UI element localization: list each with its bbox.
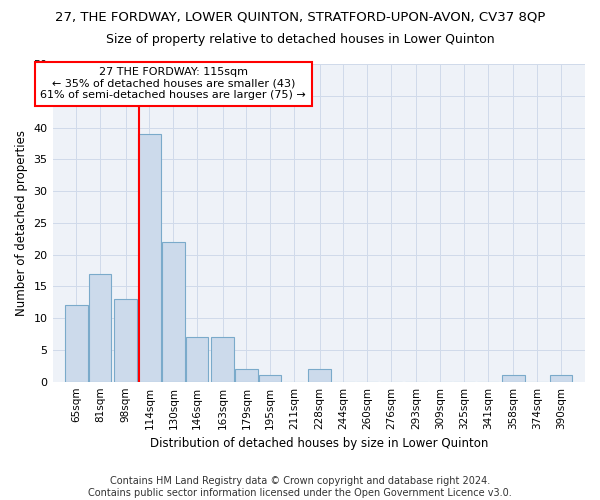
Text: Size of property relative to detached houses in Lower Quinton: Size of property relative to detached ho…: [106, 32, 494, 46]
Text: 27 THE FORDWAY: 115sqm
← 35% of detached houses are smaller (43)
61% of semi-det: 27 THE FORDWAY: 115sqm ← 35% of detached…: [40, 67, 306, 100]
Bar: [308, 369, 331, 382]
Bar: [211, 337, 234, 382]
Bar: [89, 274, 112, 382]
Bar: [162, 242, 185, 382]
Bar: [115, 299, 137, 382]
Bar: [186, 337, 208, 382]
Bar: [235, 369, 257, 382]
Text: 27, THE FORDWAY, LOWER QUINTON, STRATFORD-UPON-AVON, CV37 8QP: 27, THE FORDWAY, LOWER QUINTON, STRATFOR…: [55, 10, 545, 23]
Y-axis label: Number of detached properties: Number of detached properties: [15, 130, 28, 316]
X-axis label: Distribution of detached houses by size in Lower Quinton: Distribution of detached houses by size …: [149, 437, 488, 450]
Bar: [65, 306, 88, 382]
Bar: [259, 376, 281, 382]
Bar: [502, 376, 524, 382]
Bar: [139, 134, 161, 382]
Text: Contains HM Land Registry data © Crown copyright and database right 2024.
Contai: Contains HM Land Registry data © Crown c…: [88, 476, 512, 498]
Bar: [550, 376, 572, 382]
